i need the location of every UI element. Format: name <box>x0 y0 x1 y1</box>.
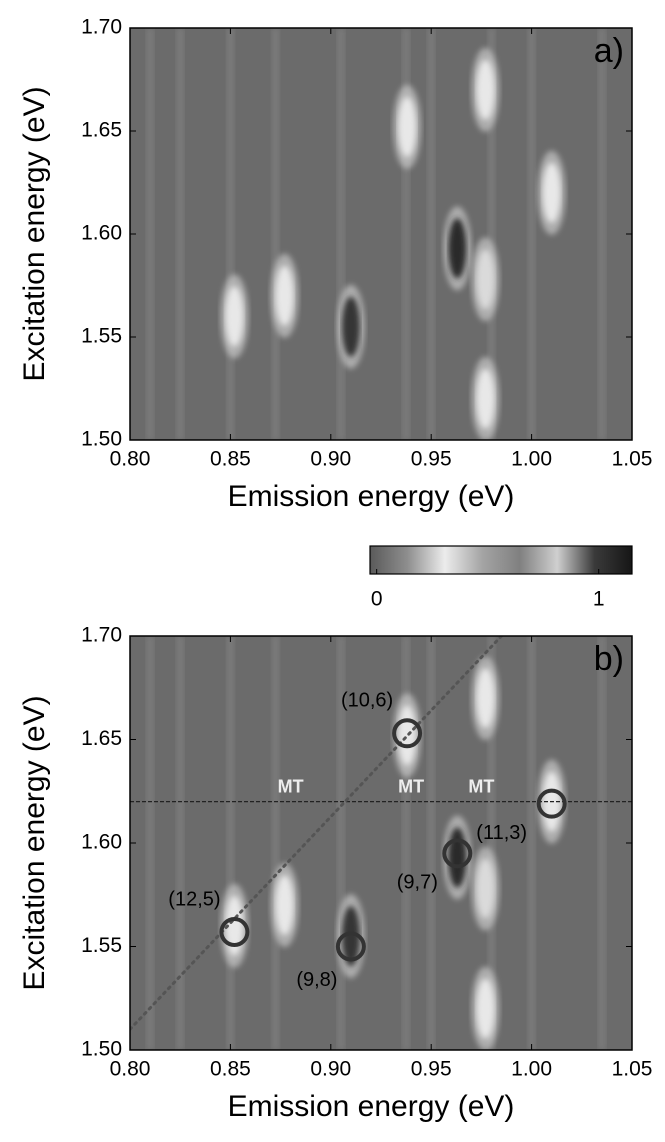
peak <box>225 286 244 347</box>
panel-label: b) <box>594 640 624 678</box>
region-label: MT <box>468 776 494 796</box>
background-streak <box>271 28 280 440</box>
background-streak <box>527 636 536 1050</box>
x-tick-label: 0.85 <box>210 1058 251 1081</box>
y-tick-label: 1.55 <box>81 325 122 348</box>
peak <box>476 368 495 429</box>
colorbar <box>369 545 633 575</box>
background-streak <box>487 28 496 440</box>
annotation-label: (9,7) <box>397 872 438 894</box>
background-streak <box>271 636 280 1050</box>
x-tick-label: 0.80 <box>110 448 151 471</box>
background-streak <box>226 28 235 440</box>
peak <box>448 827 467 888</box>
x-tick-label: 0.95 <box>411 448 452 471</box>
x-tick-label: 0.95 <box>411 1058 452 1081</box>
background-streak <box>146 636 155 1050</box>
peak <box>476 858 495 919</box>
panel-label: a) <box>594 32 624 70</box>
peak <box>476 59 495 120</box>
peak <box>398 705 417 766</box>
peak <box>225 895 244 956</box>
annotation-label: (10,6) <box>341 690 393 712</box>
x-tick-label: 1.05 <box>612 1058 653 1081</box>
annotation-label: (12,5) <box>168 888 220 910</box>
y-tick-label: 1.70 <box>81 16 122 39</box>
diagonal-line <box>130 636 503 1031</box>
x-tick-label: 0.85 <box>210 448 251 471</box>
x-tick-label: 0.90 <box>310 1058 351 1081</box>
annotation-circle <box>392 718 423 749</box>
x-tick-label: 0.90 <box>310 448 351 471</box>
x-axis-label: Emission energy (eV) <box>228 480 515 513</box>
colorbar-tick-label: 0 <box>371 588 383 611</box>
background-streak <box>527 28 536 440</box>
background-streak <box>402 28 411 440</box>
y-tick-label: 1.60 <box>81 222 122 245</box>
annotation-circle <box>219 917 250 948</box>
peak <box>476 978 495 1039</box>
background-streak <box>427 28 436 440</box>
x-tick-label: 1.00 <box>511 448 552 471</box>
x-tick-label: 1.00 <box>511 1058 552 1081</box>
peak <box>476 249 495 310</box>
peak <box>341 906 360 967</box>
y-axis-label: Excitation energy (eV) <box>18 86 51 381</box>
peak <box>341 296 360 357</box>
background-streak <box>402 636 411 1050</box>
background-streak <box>336 636 345 1050</box>
background-streak <box>226 636 235 1050</box>
background-streak <box>427 636 436 1050</box>
annotation-circle <box>442 838 473 869</box>
y-tick-label: 1.70 <box>81 624 122 647</box>
background-streak <box>146 28 155 440</box>
background-streak <box>336 28 345 440</box>
plot-area <box>130 28 632 440</box>
peak <box>275 875 294 936</box>
annotation-circle <box>335 931 366 962</box>
annotation-circle <box>536 788 567 819</box>
plot-area: MT MT MT <box>130 636 632 1050</box>
background-streak <box>597 28 606 440</box>
region-label: MT <box>278 776 304 796</box>
peak <box>476 668 495 729</box>
y-tick-label: 1.55 <box>81 934 122 957</box>
annotation-label: (9,8) <box>296 969 337 991</box>
x-tick-label: 1.05 <box>612 448 653 471</box>
background-streak <box>176 28 185 440</box>
y-tick-label: 1.60 <box>81 831 122 854</box>
background-streak <box>597 636 606 1050</box>
annotation-label: (11,3) <box>476 822 527 844</box>
peak <box>275 265 294 326</box>
plot-background <box>130 28 632 440</box>
colorbar-tick-label: 1 <box>593 588 605 611</box>
background-streak <box>487 636 496 1050</box>
plot-background <box>130 636 632 1050</box>
peak <box>542 162 561 223</box>
y-tick-label: 1.50 <box>81 428 122 451</box>
y-tick-label: 1.65 <box>81 119 122 142</box>
y-tick-label: 1.65 <box>81 727 122 750</box>
y-axis-label: Excitation energy (eV) <box>18 695 51 990</box>
x-axis-label: Emission energy (eV) <box>228 1090 515 1123</box>
background-streak <box>176 636 185 1050</box>
x-tick-label: 0.80 <box>110 1058 151 1081</box>
peak <box>448 218 467 279</box>
region-label: MT <box>398 776 424 796</box>
peak <box>398 96 417 157</box>
y-tick-label: 1.50 <box>81 1038 122 1061</box>
